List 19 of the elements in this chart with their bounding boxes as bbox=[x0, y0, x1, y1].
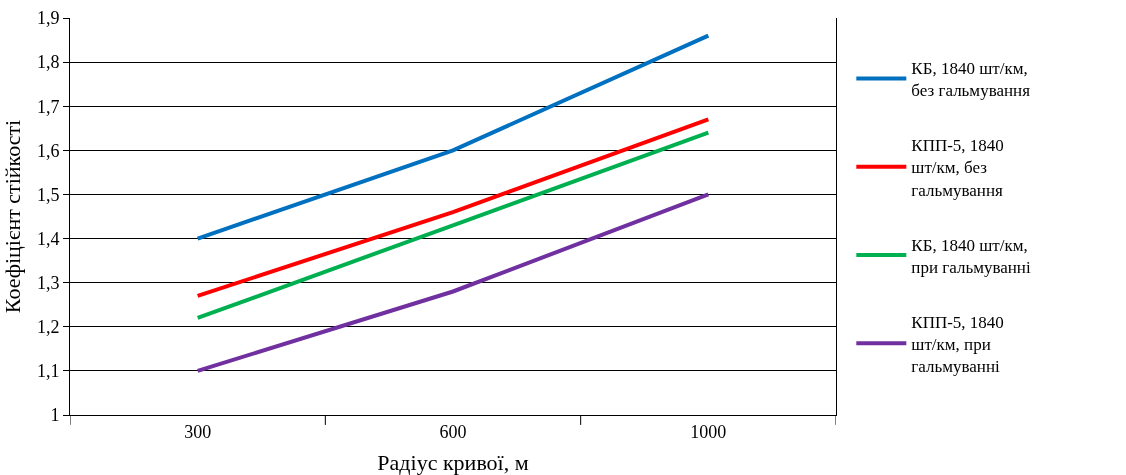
y-tick-label: 1,5 bbox=[36, 184, 60, 205]
y-tick-label: 1,6 bbox=[36, 140, 60, 161]
y-tick-label: 1,4 bbox=[36, 228, 60, 249]
y-tick-label: 1 bbox=[50, 405, 60, 426]
y-tick-label: 1,7 bbox=[36, 96, 60, 117]
x-tick-label: 600 bbox=[439, 421, 467, 442]
y-tick-label: 1,1 bbox=[36, 361, 60, 382]
x-axis-title: Радіус кривої, м bbox=[377, 450, 529, 475]
y-tick-label: 1,3 bbox=[36, 272, 60, 293]
y-tick-label: 1,8 bbox=[36, 52, 60, 73]
legend-label: КПП-5, 1840 шт/км, без гальмування bbox=[911, 136, 1004, 200]
legend-label: КБ, 1840 шт/км, при гальмуванні bbox=[911, 235, 1031, 277]
y-axis-title: Коефіцієнт стійкості bbox=[0, 119, 25, 314]
legend-label: КБ, 1840 шт/км, без гальмування bbox=[911, 59, 1031, 101]
y-tick-label: 1,2 bbox=[36, 317, 60, 338]
x-tick-label: 1000 bbox=[690, 421, 727, 442]
x-tick-label: 300 bbox=[184, 421, 212, 442]
y-tick-label: 1,9 bbox=[36, 8, 60, 29]
legend-label: КПП-5, 1840 шт/км, при гальмуванні bbox=[911, 312, 1004, 377]
